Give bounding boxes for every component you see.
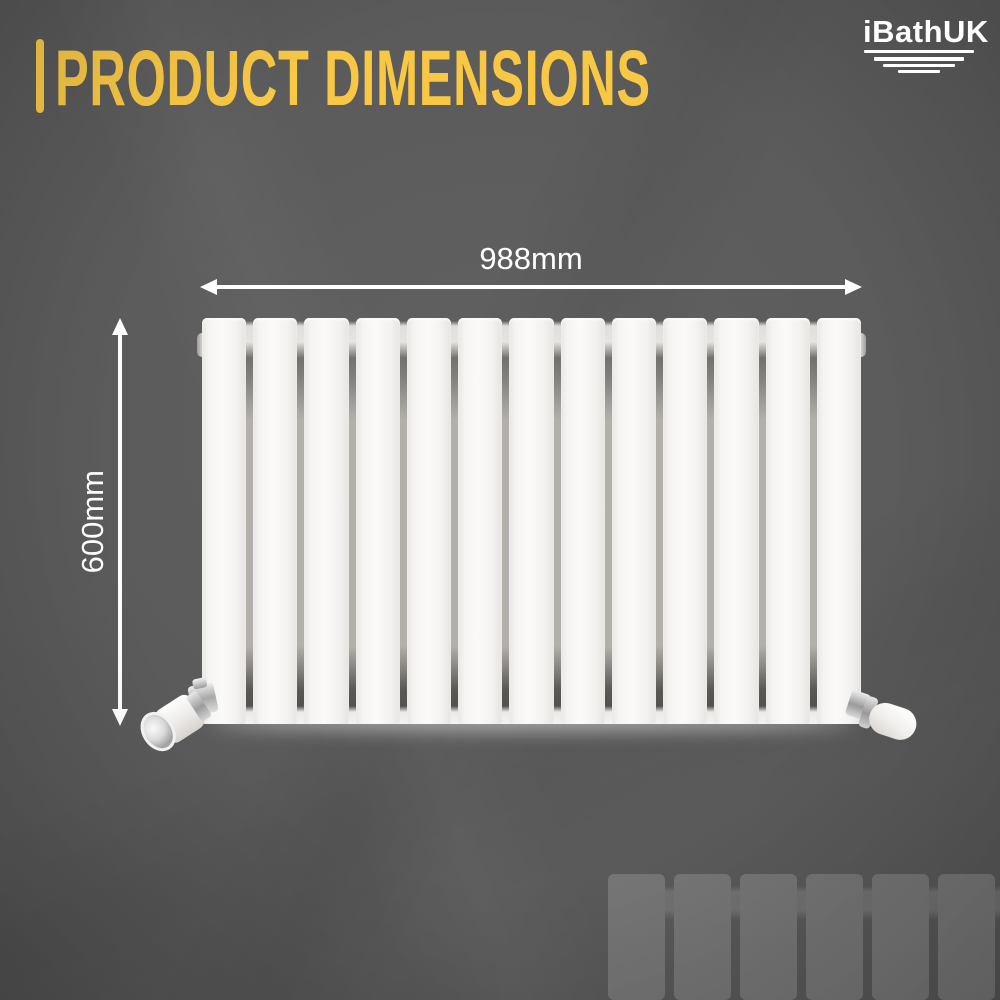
- radiator-panel: [938, 874, 995, 1000]
- width-dimension-label: 988mm: [479, 241, 583, 276]
- radiator-panel: [765, 318, 810, 724]
- radiator-panel: [806, 874, 863, 1000]
- arrow-right-icon: [845, 279, 862, 295]
- radiator-image: [197, 318, 866, 724]
- radiator-panel: [509, 318, 554, 724]
- radiator-panel: [714, 318, 759, 724]
- ghost-radiator-end-cap: [608, 890, 616, 920]
- radiator-panel: [872, 874, 929, 1000]
- radiator-panel: [458, 318, 503, 724]
- arrow-down-icon: [112, 709, 128, 726]
- brand-logo-text: iBathUK: [863, 14, 989, 49]
- page-title: PRODUCT DIMENSIONS: [55, 33, 651, 122]
- radiator-panel: [608, 874, 665, 1000]
- radiator-panel: [740, 874, 797, 1000]
- radiator-panel: [355, 318, 400, 724]
- height-dimension-label-wrap: 600mm: [72, 318, 114, 726]
- height-dimension-label: 600mm: [75, 470, 110, 574]
- radiator-panel: [406, 318, 452, 724]
- radiator-panel: [202, 318, 247, 724]
- ghost-radiator-watermark: [608, 874, 1000, 1000]
- title-accent-bar: [36, 39, 44, 113]
- logo-water-line-icon: [883, 64, 955, 67]
- radiator-panels: [202, 318, 862, 724]
- radiator-panel: [611, 318, 657, 724]
- arrow-up-icon: [112, 318, 128, 335]
- logo-water-line-icon: [898, 70, 940, 73]
- brand-logo: iBathUK: [863, 14, 989, 73]
- radiator-panel: [663, 318, 708, 724]
- height-dimension-arrow: [112, 318, 128, 726]
- ghost-radiator-panels: [608, 874, 1000, 1000]
- radiator-panel: [253, 318, 298, 724]
- width-dimension-arrow: [200, 279, 862, 295]
- radiator-panel: [816, 318, 862, 724]
- right-valve: [838, 685, 928, 753]
- arrow-left-icon: [200, 279, 217, 295]
- radiator-panel: [304, 318, 349, 724]
- logo-water-line-icon: [874, 57, 964, 61]
- radiator-panel: [560, 318, 605, 724]
- radiator-panel: [674, 874, 731, 1000]
- logo-water-line-icon: [864, 50, 974, 53]
